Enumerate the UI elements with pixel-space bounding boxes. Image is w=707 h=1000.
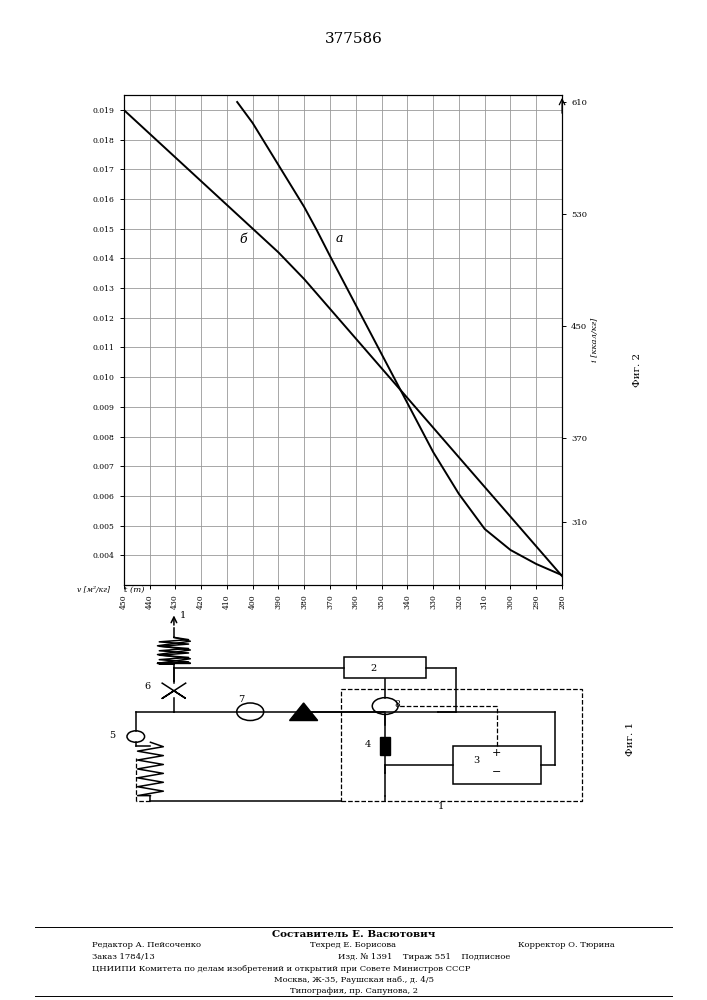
- Text: Техред Е. Борисова: Техред Е. Борисова: [310, 941, 397, 949]
- Bar: [452, 746, 541, 784]
- Text: 377586: 377586: [325, 32, 382, 46]
- Bar: [380, 737, 390, 755]
- Text: 8: 8: [394, 700, 399, 709]
- Text: −: −: [492, 767, 501, 777]
- Bar: [341, 689, 582, 801]
- Text: Типография, пр. Сапунова, 2: Типография, пр. Сапунова, 2: [289, 987, 418, 995]
- Text: v [м²/кг]: v [м²/кг]: [76, 586, 110, 594]
- Text: 2: 2: [370, 664, 377, 673]
- Text: 4: 4: [365, 740, 371, 749]
- Text: Фиг. 2: Фиг. 2: [633, 353, 642, 387]
- Text: 3: 3: [473, 756, 479, 765]
- Text: Редактор А. Пейсоченко: Редактор А. Пейсоченко: [92, 941, 201, 949]
- Text: 1: 1: [438, 802, 444, 811]
- Bar: [344, 657, 426, 678]
- Text: 6: 6: [145, 682, 151, 691]
- Text: Корректор О. Тюрина: Корректор О. Тюрина: [518, 941, 615, 949]
- Text: а: а: [335, 232, 343, 245]
- Text: б: б: [240, 233, 247, 246]
- Text: Составитель Е. Васютович: Составитель Е. Васютович: [271, 930, 436, 939]
- Text: Заказ 1784/13: Заказ 1784/13: [92, 953, 155, 961]
- Text: t (т): t (т): [124, 586, 144, 594]
- Polygon shape: [290, 703, 317, 721]
- Text: Москва, Ж-35, Раушская наб., д. 4/5: Москва, Ж-35, Раушская наб., д. 4/5: [274, 976, 433, 984]
- Text: 5: 5: [110, 731, 115, 740]
- Y-axis label: i [ккал/кг]: i [ккал/кг]: [591, 318, 600, 362]
- Text: +: +: [492, 748, 501, 758]
- Text: Фиг. 1: Фиг. 1: [626, 721, 635, 756]
- Text: ЦНИИПИ Комитета по делам изобретений и открытий при Совете Министров СССР: ЦНИИПИ Комитета по делам изобретений и о…: [92, 965, 470, 973]
- Text: 1: 1: [180, 611, 186, 620]
- Text: Изд. № 1391    Тираж 551    Подписное: Изд. № 1391 Тираж 551 Подписное: [338, 953, 510, 961]
- Text: 7: 7: [238, 695, 245, 704]
